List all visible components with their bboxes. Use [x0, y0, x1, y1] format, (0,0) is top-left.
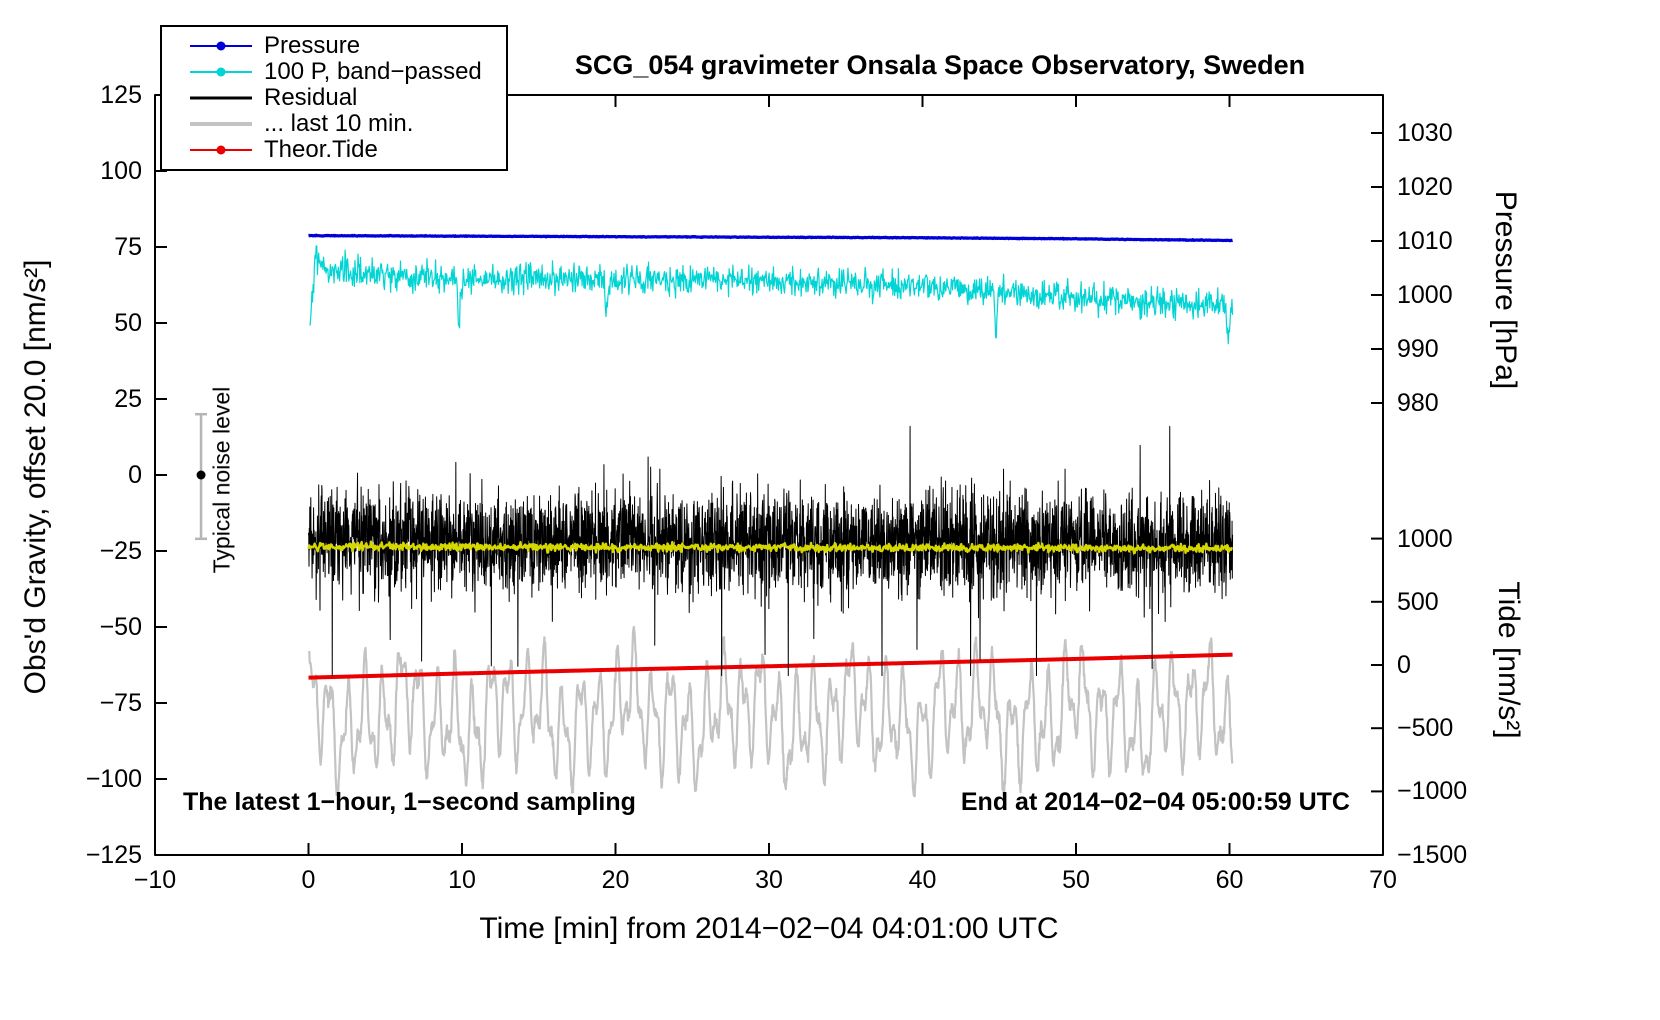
tide-tick-label: 0: [1397, 651, 1411, 679]
y-left-tick-label: 50: [114, 309, 142, 337]
legend-item: Pressure: [190, 32, 506, 59]
x-tick-label: 40: [908, 866, 937, 894]
y-left-tick-label: 25: [114, 385, 142, 413]
legend-line-sample: [190, 138, 252, 162]
y-left-tick-label: −75: [99, 689, 142, 717]
legend-line-sample: [190, 112, 252, 136]
legend-item: 100 P, band−passed: [190, 58, 506, 85]
x-tick-label: 30: [755, 866, 783, 894]
page-title: SCG_054 gravimeter Onsala Space Observat…: [574, 50, 1306, 80]
tide-tick-label: 500: [1397, 587, 1439, 616]
y-left-tick-label: −125: [85, 841, 142, 869]
x-tick-label: 10: [448, 866, 476, 894]
tide-tick-label: −1000: [1397, 777, 1468, 806]
legend-item-label: ... last 10 min.: [264, 110, 414, 137]
legend: Pressure 100 P, band−passed Residual... la…: [160, 25, 508, 171]
x-tick-label: 50: [1062, 866, 1090, 894]
x-tick-label: −10: [133, 866, 177, 894]
x-tick-label: 70: [1369, 866, 1397, 894]
x-axis-label: Time [min] from 2014−02−04 04:01:00 UTC: [479, 912, 1059, 945]
legend-marker-dot: [216, 67, 226, 77]
y-left-tick-label: −25: [99, 537, 142, 565]
legend-item-label: Pressure: [264, 32, 361, 59]
y-left-tick-label: −50: [99, 613, 142, 641]
legend-item-label: Residual: [264, 84, 358, 111]
noise-level-label: Typical noise level: [208, 386, 235, 574]
y-left-tick-label: −100: [85, 765, 142, 793]
pressure-tick-label: 1020: [1397, 173, 1453, 201]
y-axis-label-left: Obs'd Gravity, offset 20.0 [nm/s²]: [19, 259, 52, 695]
legend-item: ... last 10 min.: [190, 110, 506, 137]
x-tick-label: 0: [301, 866, 316, 894]
end-time-note: End at 2014−02−04 05:00:59 UTC: [960, 788, 1350, 816]
legend-line-sample: [190, 34, 252, 58]
y-left-tick-label: 100: [100, 157, 142, 185]
x-tick-label: 60: [1215, 866, 1244, 894]
pressure-tick-label: 990: [1397, 335, 1439, 363]
legend-item: Residual: [190, 84, 506, 111]
tide-tick-label: −500: [1397, 714, 1454, 743]
pressure-tick-label: 980: [1397, 389, 1439, 417]
sampling-note: The latest 1−hour, 1−second sampling: [183, 788, 636, 816]
legend-marker-dot: [216, 41, 226, 51]
y-left-tick-label: 125: [100, 81, 142, 109]
legend-line: [190, 96, 252, 100]
y-left-tick-label: 75: [114, 233, 142, 261]
legend-line: [190, 122, 252, 126]
legend-item-label: Theor.Tide: [264, 136, 378, 163]
pressure-tick-label: 1010: [1397, 227, 1453, 255]
pressure-tick-label: 1030: [1397, 119, 1453, 147]
x-tick-label: 20: [601, 866, 630, 894]
pressure-tick-label: 1000: [1397, 281, 1453, 309]
legend-line-sample: [190, 86, 252, 110]
legend-item-label: 100 P, band−passed: [264, 58, 482, 85]
legend-line-sample: [190, 60, 252, 84]
legend-item: Theor.Tide: [190, 136, 506, 163]
legend-marker-dot: [216, 145, 226, 155]
tide-tick-label: 1000: [1397, 524, 1453, 553]
y-left-tick-label: 0: [128, 461, 142, 489]
tide-tick-label: −1500: [1397, 840, 1468, 869]
